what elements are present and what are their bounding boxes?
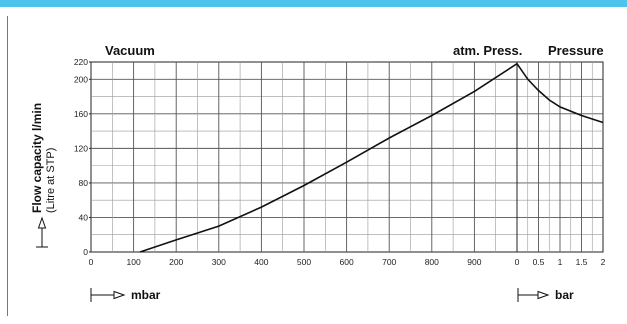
x-tick-label-mbar: 200 <box>169 257 183 267</box>
atm-press-label: atm. Press. <box>453 43 522 58</box>
bar-unit-label: bar <box>555 288 574 302</box>
y-tick-label: 200 <box>74 74 88 84</box>
y-tick-label: 160 <box>74 109 88 119</box>
x-tick-label-bar: 1 <box>558 257 563 267</box>
x-tick-label-bar: 0.5 <box>533 257 545 267</box>
y-tick-label: 220 <box>74 57 88 67</box>
vacuum-flow-curve <box>139 63 518 253</box>
x-tick-label-mbar: 500 <box>297 257 311 267</box>
y-tick-label: 0 <box>83 247 88 257</box>
y-tick-label: 40 <box>79 212 89 222</box>
x-tick-label-mbar: 800 <box>425 257 439 267</box>
pressure-flow-curve <box>516 63 604 124</box>
pressure-label: Pressure <box>548 43 604 58</box>
x-tick-label-mbar: 0 <box>89 257 94 267</box>
x-tick-label-mbar: 900 <box>467 257 481 267</box>
y-axis-label: Flow capacity l/min <box>30 103 44 213</box>
x-tick-label-bar: 2 <box>601 257 606 267</box>
x-tick-label-bar: 1.5 <box>576 257 588 267</box>
y-tick-label: 80 <box>79 178 89 188</box>
x-tick-label-mbar: 700 <box>382 257 396 267</box>
x-tick-label-mbar: 400 <box>254 257 268 267</box>
y-tick-label: 120 <box>74 143 88 153</box>
top-accent-bar <box>0 0 627 7</box>
x-tick-label-mbar: 100 <box>127 257 141 267</box>
y-axis-arrow-icon <box>36 216 48 248</box>
x-tick-label-bar: 0 <box>515 257 520 267</box>
mbar-unit-label: mbar <box>131 288 161 302</box>
x-tick-label-mbar: 300 <box>212 257 226 267</box>
vacuum-label: Vacuum <box>105 43 155 58</box>
grid <box>90 61 604 253</box>
y-axis-sublabel: (Litre at STP) <box>45 148 57 213</box>
x-tick-label-mbar: 600 <box>340 257 354 267</box>
bar-arrow-icon <box>517 288 550 302</box>
curves <box>139 63 604 253</box>
left-border-line <box>7 16 8 316</box>
mbar-arrow-icon <box>90 288 126 302</box>
